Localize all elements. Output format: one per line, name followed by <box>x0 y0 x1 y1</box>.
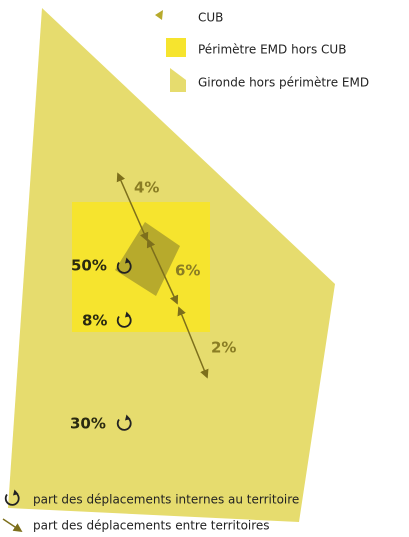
legend-swatch <box>170 68 186 92</box>
flow-label: 4% <box>134 179 159 197</box>
flow-arrow <box>146 238 179 305</box>
internal-label: 8% <box>82 312 107 330</box>
legend-label: Périmètre EMD hors CUB <box>198 43 346 57</box>
legend-label: CUB <box>198 11 223 25</box>
legend-label: Gironde hors périmètre EMD <box>198 76 369 90</box>
flow-arrow <box>116 172 149 242</box>
internal-label: 30% <box>70 415 106 433</box>
legend-swatch <box>155 10 163 20</box>
flow-label: 2% <box>211 339 236 357</box>
internal-label: 50% <box>71 257 107 275</box>
flow-arrow <box>177 306 209 379</box>
footer-icon <box>2 518 23 532</box>
footer-label: part des déplacements entre territoires <box>33 519 270 533</box>
legend-swatch <box>166 38 186 57</box>
flow-label: 6% <box>175 262 200 280</box>
footer-label: part des déplacements internes au territ… <box>33 493 299 507</box>
